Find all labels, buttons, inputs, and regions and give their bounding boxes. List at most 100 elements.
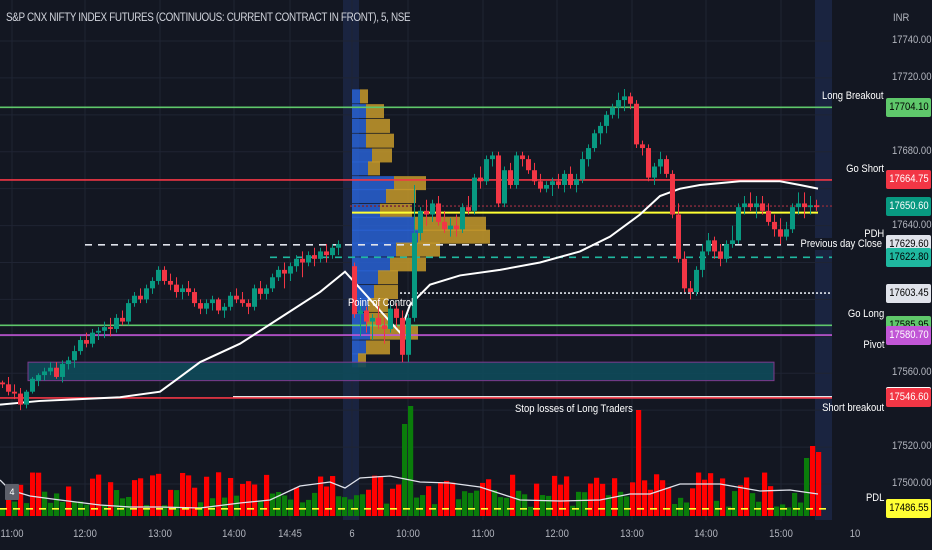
candle-bull bbox=[580, 159, 585, 180]
volume-profile-bar-down bbox=[368, 161, 380, 176]
volume-bar-bear bbox=[240, 483, 246, 516]
candle-bull bbox=[48, 367, 53, 372]
volume-bar-bear bbox=[180, 472, 186, 516]
volume-bar-bull bbox=[684, 502, 690, 516]
volume-bar-bear bbox=[486, 479, 492, 516]
candle-bull bbox=[210, 299, 215, 304]
candle-bull bbox=[270, 277, 275, 289]
volume-profile-bar-up bbox=[352, 229, 418, 244]
candle-bull bbox=[658, 159, 663, 167]
time-axis-background bbox=[0, 520, 832, 550]
candle-bull bbox=[610, 107, 615, 115]
candle-bear bbox=[532, 170, 537, 182]
time-tick-label: 13:00 bbox=[148, 528, 172, 540]
volume-bar-bull bbox=[528, 506, 534, 516]
volume-bar-bull bbox=[354, 495, 360, 516]
price-tag: 17704.10 bbox=[886, 97, 931, 117]
volume-bar-bull bbox=[276, 491, 282, 516]
candle-bull bbox=[318, 251, 323, 259]
volume-bar-bull bbox=[288, 499, 294, 516]
candle-bear bbox=[312, 255, 317, 259]
candle-bull bbox=[42, 371, 47, 376]
volume-bar-bear bbox=[96, 474, 102, 516]
candle-bull bbox=[562, 173, 567, 185]
candle-bear bbox=[556, 181, 561, 185]
time-axis[interactable]: 11:00 12:00 13:00 14:00 14:45 6 10:00 11:00 12:0… bbox=[0, 520, 861, 550]
volume-bar-bull bbox=[270, 493, 276, 516]
volume-bar-bear bbox=[654, 474, 660, 516]
volume-bar-bear bbox=[396, 484, 402, 516]
price-axis-background bbox=[832, 0, 932, 550]
candle-bear bbox=[778, 229, 783, 237]
volume-bar-bull bbox=[576, 491, 582, 516]
candle-bull bbox=[36, 375, 41, 381]
volume-bar-bull bbox=[210, 498, 216, 516]
volume-bar-bear bbox=[246, 481, 252, 516]
volume-profile-bar-down bbox=[366, 118, 390, 133]
volume-profile-bar-down bbox=[396, 242, 440, 257]
volume-bar-bear bbox=[30, 472, 36, 516]
candle-bear bbox=[718, 251, 723, 259]
price-tag-value: 17603.45 bbox=[889, 286, 929, 299]
candle-bull bbox=[652, 166, 657, 178]
volume-profile-bar-up bbox=[352, 257, 390, 272]
volume-bar-bull bbox=[732, 491, 738, 516]
candle-bull bbox=[472, 177, 477, 211]
candle-bear bbox=[526, 159, 531, 171]
candle-bull bbox=[294, 258, 299, 267]
volume-profile-bar-down bbox=[390, 257, 426, 272]
volume-profile-bar-up bbox=[352, 148, 372, 163]
price-tick-label: 17740.00 bbox=[892, 34, 932, 46]
price-tick-label: 17500.00 bbox=[892, 477, 932, 489]
volume-profile-bar-down bbox=[374, 285, 398, 300]
volume-profile-bar-up bbox=[352, 161, 368, 176]
volume-bar-bear bbox=[636, 410, 642, 516]
candle-bull bbox=[252, 288, 257, 307]
volume-bar-bull bbox=[48, 502, 54, 516]
candle-bear bbox=[814, 205, 819, 208]
time-tick-label: 12:00 bbox=[73, 528, 97, 540]
candle-bull bbox=[700, 251, 705, 270]
level-label-short-breakout: Short breakout bbox=[821, 401, 884, 414]
volume-bar-bull bbox=[456, 499, 462, 516]
candle-bull bbox=[544, 184, 549, 189]
volume-bar-bull bbox=[462, 491, 468, 516]
volume-profile-bar-up bbox=[352, 133, 366, 148]
volume-bar-bear bbox=[390, 488, 396, 516]
candle-bull bbox=[90, 332, 95, 344]
volume-bar-bear bbox=[738, 485, 744, 516]
candle-bear bbox=[670, 173, 675, 215]
volume-bar-bull bbox=[84, 504, 90, 516]
price-tick-label: 17720.00 bbox=[892, 70, 932, 83]
volume-bar-bear bbox=[372, 475, 378, 516]
volume-bar-bull bbox=[222, 497, 228, 516]
candle-bear bbox=[508, 170, 513, 185]
volume-profile-bar-up bbox=[352, 203, 380, 218]
price-tick-label: 17520.00 bbox=[892, 440, 932, 453]
candle-bear bbox=[324, 251, 329, 256]
candle-bear bbox=[568, 173, 573, 185]
volume-profile-bar-up bbox=[352, 89, 360, 104]
volume-bar-bear bbox=[36, 472, 42, 516]
candle-bull bbox=[412, 232, 417, 318]
volume-profile-bar-down bbox=[372, 148, 392, 163]
price-tick-label: 17560.00 bbox=[892, 366, 932, 379]
volume-indicator-badge[interactable]: 4 bbox=[5, 484, 19, 500]
volume-bar-bear bbox=[630, 482, 636, 516]
time-tick-label: 6 bbox=[349, 528, 355, 540]
candle-bull bbox=[72, 351, 77, 361]
volume-bar-bull bbox=[618, 491, 624, 516]
volume-bar-bear bbox=[564, 476, 570, 516]
candle-bear bbox=[198, 303, 203, 309]
candle-bull bbox=[222, 306, 227, 311]
volume-bar-bear bbox=[186, 475, 192, 516]
price-tag-value: 17580.70 bbox=[889, 328, 929, 341]
candle-bear bbox=[766, 210, 771, 222]
candle-bull bbox=[790, 207, 795, 230]
price-axis[interactable]: 17740.00 17720.00 17680.00 17640.00 17560.00… bbox=[832, 0, 932, 520]
volume-bar-bear bbox=[204, 476, 210, 516]
point-of-control-label: Point of Control bbox=[348, 297, 414, 309]
volume-bar-bull bbox=[624, 496, 630, 516]
